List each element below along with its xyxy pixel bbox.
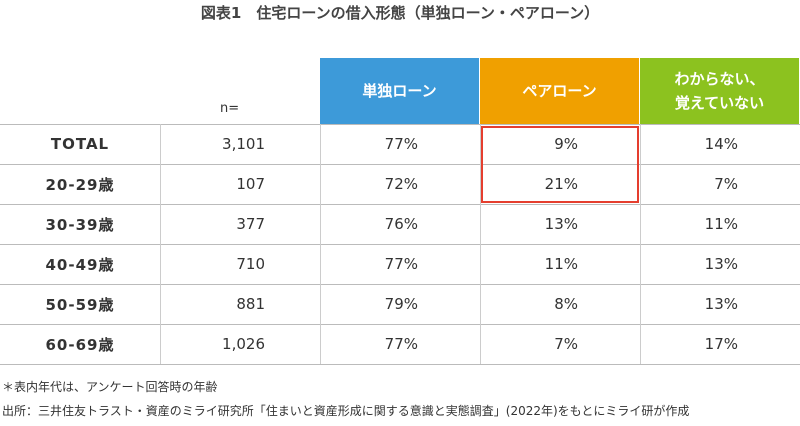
- cell-value: 14%: [704, 135, 738, 153]
- cell-value: 77%: [384, 135, 418, 153]
- cell-value: 13%: [544, 215, 578, 233]
- header-cell: ペアローン: [480, 58, 639, 124]
- cell-value: 377: [236, 215, 265, 233]
- cell-value: 11%: [704, 215, 738, 233]
- header-text: 覚えていない: [674, 94, 765, 112]
- header-cell: 単独ローン: [320, 58, 479, 124]
- col-line: [320, 124, 321, 364]
- cell-value: 881: [236, 295, 265, 313]
- col-line: [480, 124, 481, 364]
- row-label: TOTAL: [50, 135, 110, 153]
- row-line: [0, 324, 800, 325]
- row-line: [0, 204, 800, 205]
- row-line: [0, 164, 800, 165]
- cell-value: 710: [236, 255, 265, 273]
- col-line: [160, 124, 161, 364]
- cell-value: 77%: [384, 255, 418, 273]
- row-label: 50-59歳: [45, 295, 115, 314]
- note: 出所：三井住友トラスト・資産のミライ研究所「住まいと資産形成に関する意識と実態調…: [2, 404, 690, 418]
- cell-value: 107: [236, 175, 265, 193]
- row-label: 40-49歳: [45, 255, 115, 274]
- cell-value: 13%: [704, 295, 738, 313]
- cell-value: 8%: [554, 295, 578, 313]
- row-line: [0, 364, 800, 365]
- cell-value: 3,101: [222, 135, 265, 153]
- header-cell: わからない、 覚えていない: [640, 58, 799, 124]
- cell-value: 79%: [384, 295, 418, 313]
- cell-value: 21%: [544, 175, 578, 193]
- row-label: 30-39歳: [45, 215, 115, 234]
- cell-value: 7%: [554, 335, 578, 353]
- title: 図表1 住宅ローンの借入形態（単独ローン・ペアローン）: [200, 4, 600, 22]
- cell-value: 7%: [714, 175, 738, 193]
- highlight-box: [481, 126, 639, 203]
- cell-value: 76%: [384, 215, 418, 233]
- cell-value: 77%: [384, 335, 418, 353]
- header-text: ペアローン: [522, 82, 597, 100]
- row-line: [0, 244, 800, 245]
- row-line: [0, 284, 800, 285]
- note: ＊表内年代は、アンケート回答時の年齢: [2, 380, 218, 394]
- cell-value: 1,026: [222, 335, 265, 353]
- header-text: n=: [220, 100, 240, 116]
- header-text: 単独ローン: [362, 82, 437, 100]
- cell-value: 17%: [704, 335, 738, 353]
- cell-value: 13%: [704, 255, 738, 273]
- header-text: わからない、: [674, 70, 765, 88]
- cell-value: 9%: [554, 135, 578, 153]
- cell-value: 72%: [384, 175, 418, 193]
- row-label: 20-29歳: [45, 175, 115, 194]
- col-line: [640, 124, 641, 364]
- row-label: 60-69歳: [45, 335, 115, 354]
- cell-value: 11%: [544, 255, 578, 273]
- row-line: [0, 124, 800, 125]
